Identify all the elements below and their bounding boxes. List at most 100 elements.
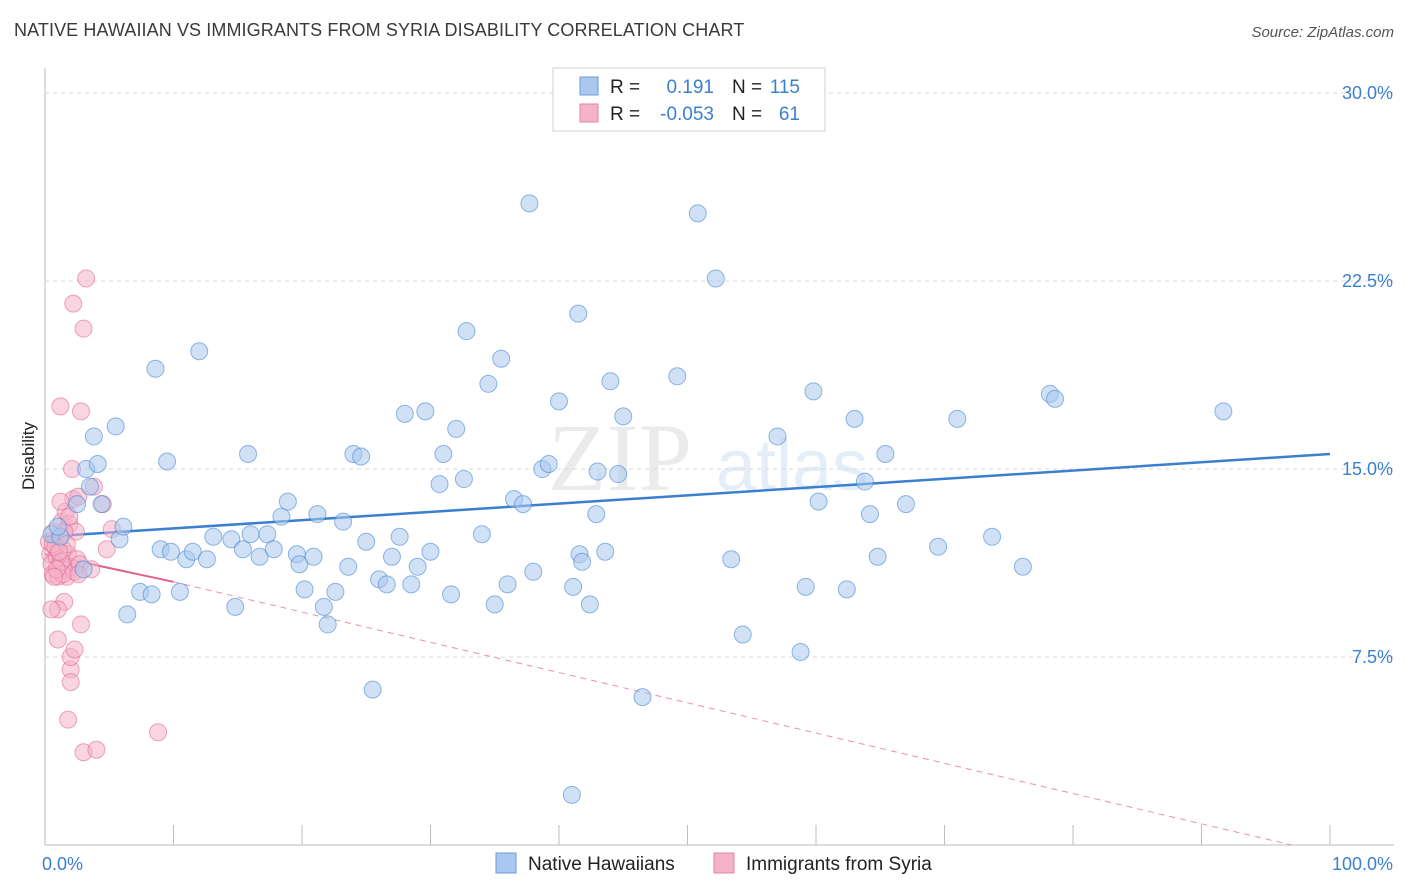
y-tick-label: 7.5%	[1352, 647, 1393, 667]
data-point	[896, 495, 915, 514]
data-point	[304, 547, 323, 566]
data-point	[845, 409, 864, 428]
data-point	[733, 625, 752, 644]
data-point	[190, 342, 209, 361]
data-point	[357, 532, 376, 551]
data-point	[860, 505, 879, 524]
data-point	[334, 512, 353, 531]
data-point	[430, 475, 449, 494]
points-native-hawaiians	[42, 194, 1233, 804]
data-point	[948, 409, 967, 428]
data-point	[382, 547, 401, 566]
data-point	[1046, 389, 1065, 408]
data-point	[158, 452, 177, 471]
data-point	[68, 495, 87, 514]
data-point	[97, 540, 116, 559]
data-point	[520, 194, 539, 213]
data-point	[84, 427, 103, 446]
trend-line-extension	[173, 581, 1292, 846]
data-point	[587, 505, 606, 524]
data-point	[390, 527, 409, 546]
stats-r-value-blue: 0.191	[666, 77, 714, 98]
source-label: Source: ZipAtlas.com	[1251, 24, 1394, 41]
trend-line	[44, 452, 1331, 538]
stats-n-value-blue: 115	[770, 77, 800, 98]
data-point	[239, 444, 258, 463]
data-point	[339, 557, 358, 576]
data-point	[290, 555, 309, 574]
data-point	[395, 404, 414, 423]
watermark-atlas: atlas	[716, 426, 868, 506]
gridlines	[45, 92, 1394, 658]
stats-legend-swatch-pink	[579, 103, 599, 123]
data-point	[768, 427, 787, 446]
data-point	[837, 580, 856, 599]
data-point	[809, 492, 828, 511]
data-point	[264, 540, 283, 559]
data-point	[562, 785, 581, 804]
data-point	[204, 527, 223, 546]
data-point	[983, 527, 1002, 546]
data-point	[564, 577, 583, 596]
chart-title: NATIVE HAWAIIAN VS IMMIGRANTS FROM SYRIA…	[14, 20, 745, 40]
legend-swatch-native-hawaiians	[495, 852, 517, 874]
data-point	[161, 542, 180, 561]
data-point	[609, 465, 628, 484]
legend-label-native-hawaiians: Native Hawaiians	[528, 854, 675, 875]
data-point	[278, 492, 297, 511]
series-legend: Native Hawaiians Immigrants from Syria	[495, 852, 932, 875]
data-point	[596, 542, 615, 561]
data-point	[61, 673, 80, 692]
data-point	[352, 447, 371, 466]
data-point	[92, 495, 111, 514]
data-point	[550, 392, 568, 411]
data-point	[326, 582, 345, 601]
data-point	[421, 542, 440, 561]
data-point	[222, 530, 241, 549]
axes	[44, 68, 1394, 846]
trend-lines	[44, 452, 1331, 846]
stats-r-label-pink: R =	[610, 104, 640, 125]
x-tick-label-min: 0.0%	[42, 854, 83, 874]
data-point	[114, 517, 133, 536]
data-point	[77, 269, 96, 288]
x-tick-label-max: 100.0%	[1332, 854, 1393, 874]
data-point	[706, 269, 725, 288]
data-point	[614, 407, 633, 426]
y-tick-label: 30.0%	[1342, 83, 1393, 103]
data-point	[314, 597, 333, 616]
data-point	[226, 597, 245, 616]
data-point	[80, 477, 99, 496]
data-point	[42, 600, 61, 619]
data-point	[472, 525, 491, 544]
data-point	[233, 540, 252, 559]
data-point	[791, 643, 810, 662]
data-point	[434, 444, 453, 463]
data-point	[457, 322, 476, 341]
stats-n-value-pink: 61	[779, 104, 800, 125]
data-point	[71, 402, 90, 421]
data-point	[601, 372, 620, 391]
data-point	[377, 575, 396, 594]
data-point	[44, 567, 63, 586]
stats-r-value-pink: -0.053	[660, 104, 714, 125]
data-point	[74, 319, 93, 338]
legend-label-immigrants-from-syria: Immigrants from Syria	[746, 854, 932, 875]
data-point	[408, 557, 427, 576]
stats-legend: R = 0.191 N = 115 R = -0.053 N = 61	[552, 67, 826, 132]
data-point	[485, 595, 504, 614]
legend-swatch-immigrants-from-syria	[713, 852, 735, 874]
data-point	[492, 349, 511, 368]
data-point	[588, 462, 607, 481]
x-ticks	[173, 825, 1331, 845]
data-point	[929, 537, 948, 556]
data-point	[64, 294, 83, 313]
data-point	[48, 517, 67, 536]
data-point	[50, 542, 69, 561]
data-point	[308, 505, 327, 524]
data-point	[442, 585, 461, 604]
stats-n-label-pink: N =	[732, 104, 762, 125]
data-point	[1013, 557, 1032, 576]
y-tick-label: 22.5%	[1342, 271, 1393, 291]
